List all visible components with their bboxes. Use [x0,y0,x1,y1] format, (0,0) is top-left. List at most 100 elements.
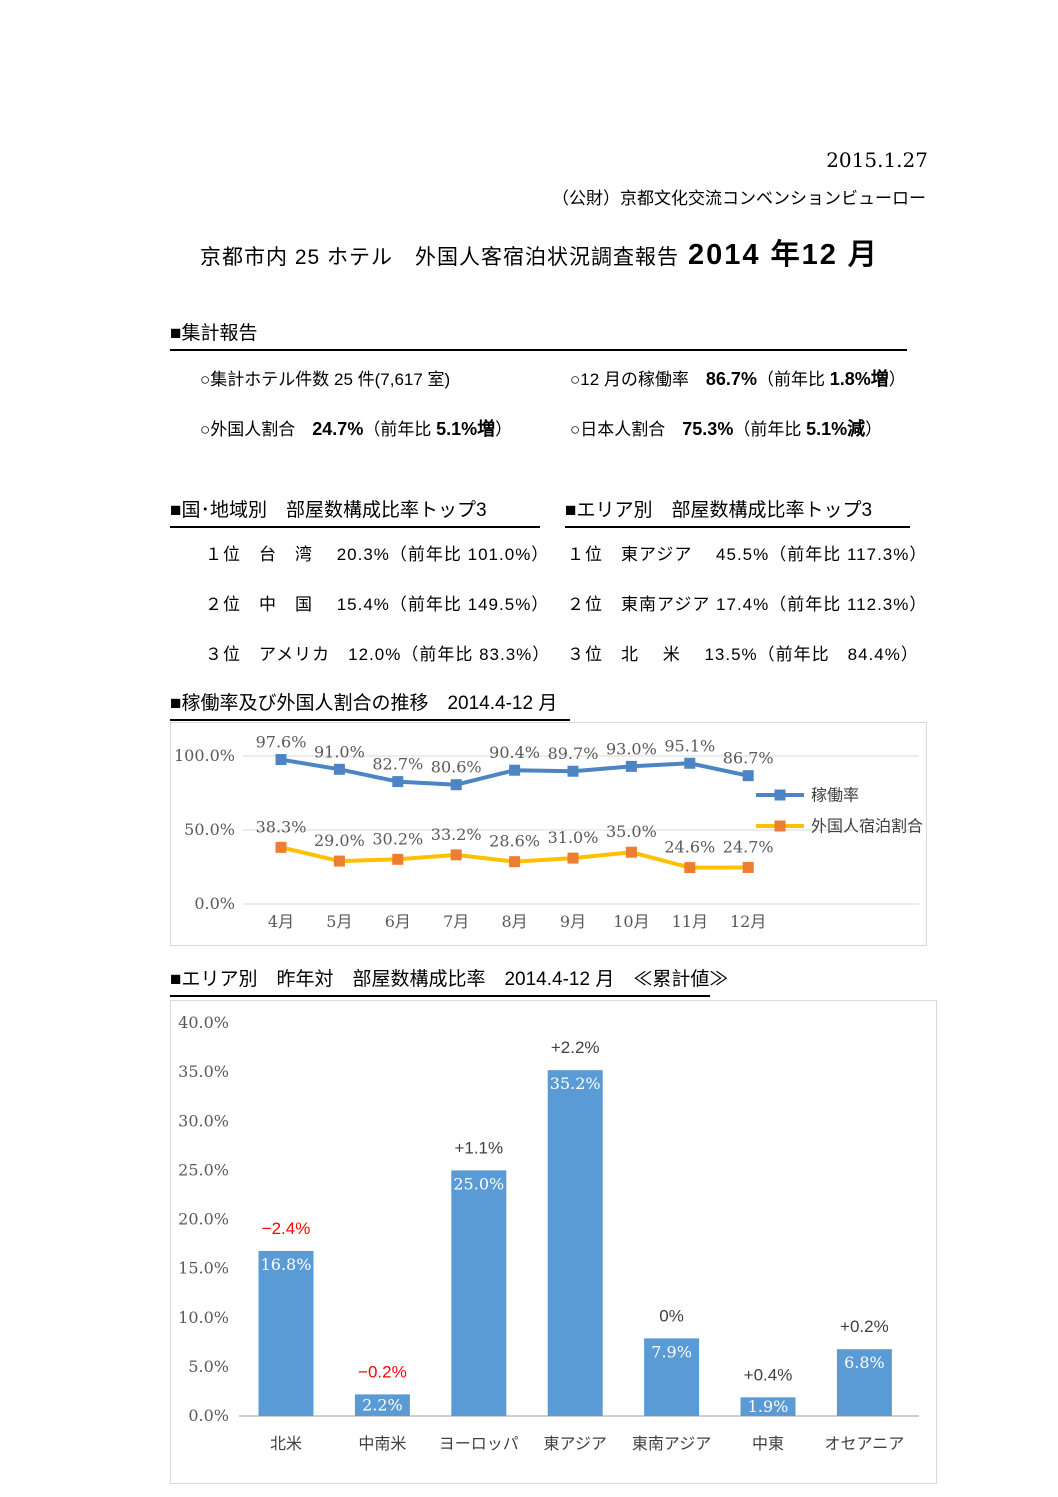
data-point-label: 30.2% [372,829,423,848]
category-label: ヨーロッパ [439,1436,519,1453]
legend-label: 稼働率 [811,787,859,805]
x-axis-tick-label: 5月 [326,912,352,931]
area-composition-chart: 0.0% 5.0% 10.0% 15.0% 20.0% 25.0% 30.0% 35.0% 40… [170,1000,937,1484]
data-point-label: 89.7% [548,744,599,763]
organization-name: （公財）京都文化交流コンベンションビューロー [552,189,926,208]
trend-chart-heading: ■稼働率及び外国人割合の推移 2014.4-12 月 [170,688,570,721]
area-rank-2: ２位 東南アジア 17.4%（前年比 112.3%） [567,595,928,614]
data-point-marker [625,760,637,772]
category-label: 東アジア [544,1435,607,1453]
data-point-label: 82.7% [372,755,423,774]
y-axis-tick-label: 5.0% [188,1357,229,1376]
bar-change-label: +1.1% [454,1138,503,1157]
data-point-marker [392,853,404,865]
bar-chart-heading: ■エリア別 昨年対 部屋数構成比率 2014.4-12 月 ≪累計値≫ [170,964,728,997]
summary-item-label: ○外国人割合 [200,420,313,439]
bar-value-label: 25.0% [453,1174,504,1193]
summary-item-hotels: ○集計ホテル件数 25 件(7,617 室) [200,365,450,390]
country-rank-1: １位 台 湾 20.3%（前年比 101.0%） [205,545,550,564]
report-period: 2014 年12 月 [688,239,879,271]
bar-change-label: −2.4% [262,1219,311,1238]
bar-change-label: +2.2% [551,1038,600,1057]
country-ranking-heading: ■国･地域別 部屋数構成比率トップ3 [170,495,540,528]
x-axis-tick-label: 11月 [672,912,708,931]
country-rank-2: ２位 中 国 15.4%（前年比 149.5%） [205,595,550,614]
bar-value-label: 1.9% [748,1397,789,1416]
x-axis-tick-label: 7月 [443,912,469,931]
data-point-label: 29.0% [314,831,365,850]
legend-marker-swatch [774,789,786,801]
data-point-marker [275,754,287,766]
data-point-label: 90.4% [489,743,540,762]
data-point-label: 31.0% [548,828,599,847]
data-point-marker [742,861,754,873]
data-point-marker [509,764,521,776]
bar [258,1250,314,1416]
country-rank-3: ３位 アメリカ 12.0%（前年比 83.3%） [205,645,551,664]
y-axis-tick-label: 0.0% [188,1406,229,1425]
bar-value-label: 16.8% [261,1255,312,1274]
occupancy-trend-chart: 0.0% 50.0% 100.0% 4月 5月 6月 7月 8月 9月 10月 11月 12月 97.6… [170,722,927,946]
legend-marker-swatch [774,820,786,832]
bar-change-label: −0.2% [358,1362,407,1381]
data-point-marker [509,856,521,868]
y-axis-tick-label: 15.0% [178,1259,229,1278]
category-label: 北米 [270,1435,302,1453]
category-label: オセアニア [825,1436,905,1453]
y-axis-tick-label: 30.0% [178,1111,229,1130]
bar [644,1338,700,1416]
data-point-label: 93.0% [606,739,657,758]
y-axis-tick-label: 100.0% [174,746,235,765]
x-axis-tick-label: 10月 [613,912,649,931]
x-axis-tick-label: 9月 [560,912,586,931]
bar-value-label: 35.2% [550,1074,601,1093]
data-point-marker [625,846,637,858]
data-point-label: 86.7% [723,749,774,768]
data-point-marker [684,862,696,874]
data-point-marker [333,855,345,867]
report-date: 2015.1.27 [826,148,928,172]
data-point-marker [567,852,579,864]
bar-value-label: 7.9% [651,1342,692,1361]
summary-item-occupancy: ○12 月の稼働率 86.7%（前年比 1.8%増） [570,369,906,389]
data-point-marker [333,763,345,775]
area-rank-3: ３位 北 米 13.5%（前年比 84.4%） [567,645,919,664]
data-point-marker [392,776,404,788]
bar [547,1070,603,1416]
y-axis-tick-label: 0.0% [194,894,235,913]
bar-change-label: 0% [659,1306,684,1325]
x-axis-tick-label: 12月 [730,912,766,931]
bar-value-label: 2.2% [362,1396,403,1415]
data-point-marker [275,841,287,853]
line-chart-svg: 0.0% 50.0% 100.0% 4月 5月 6月 7月 8月 9月 10月 11月 12月 97.6… [174,733,923,931]
bar [354,1394,410,1416]
x-axis-tick-label: 8月 [502,912,528,931]
data-point-label: 97.6% [256,733,307,752]
data-point-label: 80.6% [431,758,482,777]
area-ranking-heading: ■エリア別 部屋数構成比率トップ3 [565,495,910,528]
data-point-label: 91.0% [314,742,365,761]
bar-chart-svg: 0.0% 5.0% 10.0% 15.0% 20.0% 25.0% 30.0% 35.0% 40… [178,1013,919,1453]
summary-item-japanese-ratio: ○日本人割合 75.3%（前年比 5.1%減） [570,419,883,439]
page-title: 京都市内 25 ホテル 外国人客宿泊状況調査報告 [200,246,680,269]
summary-item-delta: 1.8%増 [829,369,889,389]
y-axis-tick-label: 50.0% [184,820,235,839]
data-point-label: 33.2% [431,825,482,844]
category-label: 東南アジア [632,1435,711,1453]
data-point-marker [567,765,579,777]
category-label: 中東 [752,1435,784,1453]
bar [740,1397,796,1416]
y-axis-tick-label: 35.0% [178,1062,229,1081]
summary-item-delta: 5.1%増 [436,419,496,439]
summary-item-label: ○12 月の稼働率 [570,370,706,389]
bar [451,1170,507,1416]
data-point-marker [450,779,462,791]
data-point-label: 24.7% [723,837,774,856]
summary-item-foreign-ratio: ○外国人割合 24.7%（前年比 5.1%増） [200,419,513,439]
area-rank-1: １位 東アジア 45.5%（前年比 117.3%） [567,545,928,564]
data-point-label: 95.1% [664,736,715,755]
y-axis-tick-label: 40.0% [178,1013,229,1032]
data-point-label: 28.6% [489,832,540,851]
data-point-marker [450,849,462,861]
